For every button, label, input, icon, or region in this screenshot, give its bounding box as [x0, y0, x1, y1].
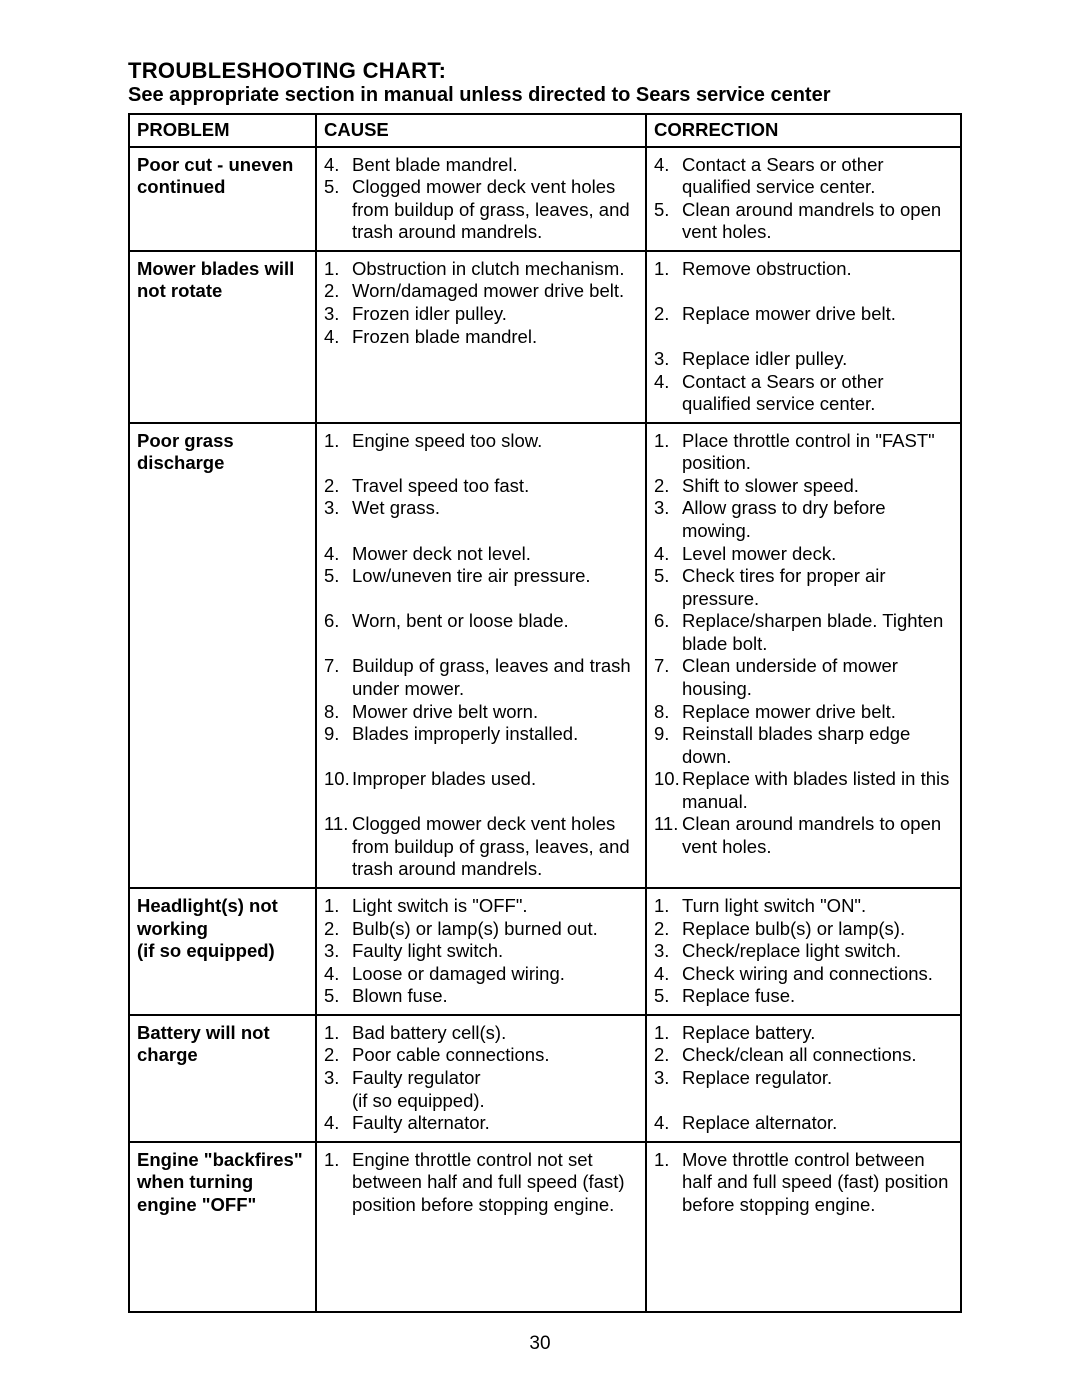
correction-cell: 1.Place throttle control in "FAST" posit…	[646, 423, 961, 888]
problem-cell: Poor grass discharge	[129, 423, 316, 888]
table-row: Poor grass discharge1.Engine speed too s…	[129, 423, 961, 888]
cause-cell: 1.Engine throttle control not set betwee…	[316, 1142, 646, 1313]
chart-subtitle: See appropriate section in manual unless…	[128, 84, 962, 107]
cause-cell: 1.Bad battery cell(s).2.Poor cable conne…	[316, 1015, 646, 1142]
cause-cell: 1.Engine speed too slow. 2.Travel speed …	[316, 423, 646, 888]
problem-cell: Poor cut - uneven continued	[129, 147, 316, 251]
table-row: Engine "backfires" when turning engine "…	[129, 1142, 961, 1313]
table-row: Mower blades will not rotate1.Obstructio…	[129, 251, 961, 423]
problem-cell: Battery will not charge	[129, 1015, 316, 1142]
problem-cell: Engine "backfires" when turning engine "…	[129, 1142, 316, 1313]
correction-cell: 1.Move throttle control between half and…	[646, 1142, 961, 1313]
cause-cell: 1.Light switch is "OFF".2.Bulb(s) or lam…	[316, 888, 646, 1015]
table-row: Poor cut - uneven continued4.Bent blade …	[129, 147, 961, 251]
title-block: TROUBLESHOOTING CHART: See appropriate s…	[128, 58, 962, 107]
correction-cell: 4.Contact a Sears or other qualified ser…	[646, 147, 961, 251]
cause-cell: 1.Obstruction in clutch mechanism.2.Worn…	[316, 251, 646, 423]
correction-cell: 1.Remove obstruction. 2.Replace mower dr…	[646, 251, 961, 423]
troubleshooting-table: PROBLEM CAUSE CORRECTION Poor cut - unev…	[128, 113, 962, 1313]
header-cause: CAUSE	[316, 114, 646, 147]
cause-cell: 4.Bent blade mandrel.5.Clogged mower dec…	[316, 147, 646, 251]
table-row: Battery will not charge1.Bad battery cel…	[129, 1015, 961, 1142]
header-problem: PROBLEM	[129, 114, 316, 147]
chart-title: TROUBLESHOOTING CHART:	[128, 58, 962, 84]
correction-cell: 1.Turn light switch "ON".2.Replace bulb(…	[646, 888, 961, 1015]
table-header-row: PROBLEM CAUSE CORRECTION	[129, 114, 961, 147]
problem-cell: Mower blades will not rotate	[129, 251, 316, 423]
table-row: Headlight(s) not working(if so equipped)…	[129, 888, 961, 1015]
problem-cell: Headlight(s) not working(if so equipped)	[129, 888, 316, 1015]
page-number: 30	[0, 1333, 1080, 1355]
correction-cell: 1.Replace battery.2.Check/clean all conn…	[646, 1015, 961, 1142]
header-correction: CORRECTION	[646, 114, 961, 147]
